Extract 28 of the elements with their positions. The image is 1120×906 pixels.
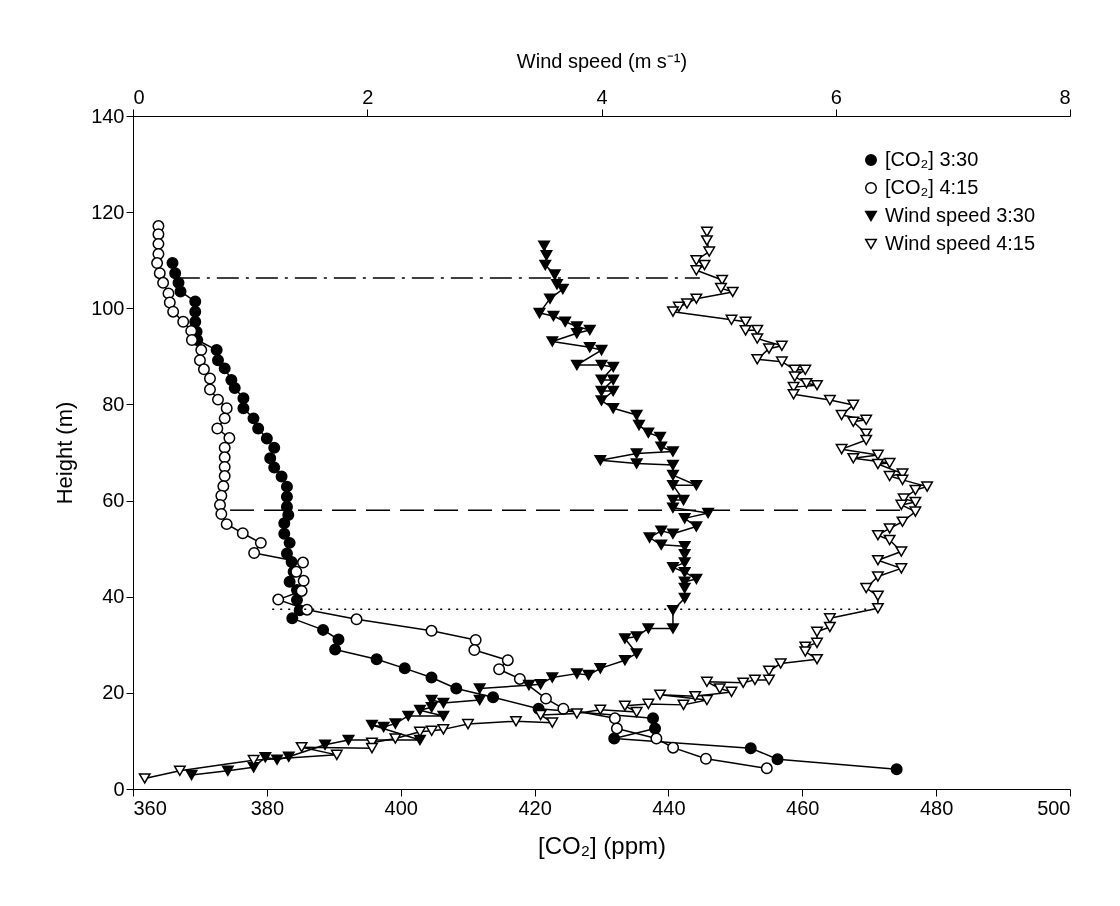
x2-tick-label: 4: [596, 85, 608, 108]
legend-label: [CO₂] 3:30: [885, 148, 979, 170]
x-axis-title: [CO₂] (ppm): [538, 831, 666, 859]
x-tick-label: 440: [652, 796, 686, 819]
x-tick-label: 420: [518, 796, 552, 819]
x-tick-label: 480: [919, 796, 954, 819]
x-tick-label: 500: [1037, 796, 1071, 819]
y-tick-label: 0: [113, 777, 125, 800]
y-tick-label: 80: [102, 392, 125, 415]
y-tick-label: 60: [102, 489, 125, 512]
x2-axis-title: Wind speed (m s⁻¹): [516, 49, 688, 72]
x2-tick-label: 6: [830, 85, 842, 108]
y-tick-label: 140: [91, 104, 125, 127]
x2-tick-label: 2: [362, 85, 374, 108]
x2-tick-label: 0: [133, 85, 145, 108]
y-tick-label: 40: [102, 585, 125, 608]
x-tick-label: 360: [133, 796, 167, 819]
x-tick-label: 400: [384, 796, 418, 819]
y-axis-title: Height (m): [52, 401, 78, 505]
y-tick-label: 20: [102, 681, 125, 704]
y-tick-label: 100: [91, 296, 125, 319]
x-tick-label: 380: [250, 796, 285, 819]
legend-label: Wind speed 3:30: [885, 204, 1036, 226]
legend-label: [CO₂] 4:15: [885, 176, 979, 198]
x2-tick-label: 8: [1059, 85, 1071, 108]
y-tick-label: 120: [91, 200, 125, 223]
legend-label: Wind speed 4:15: [885, 232, 1036, 254]
x-tick-label: 460: [786, 796, 820, 819]
